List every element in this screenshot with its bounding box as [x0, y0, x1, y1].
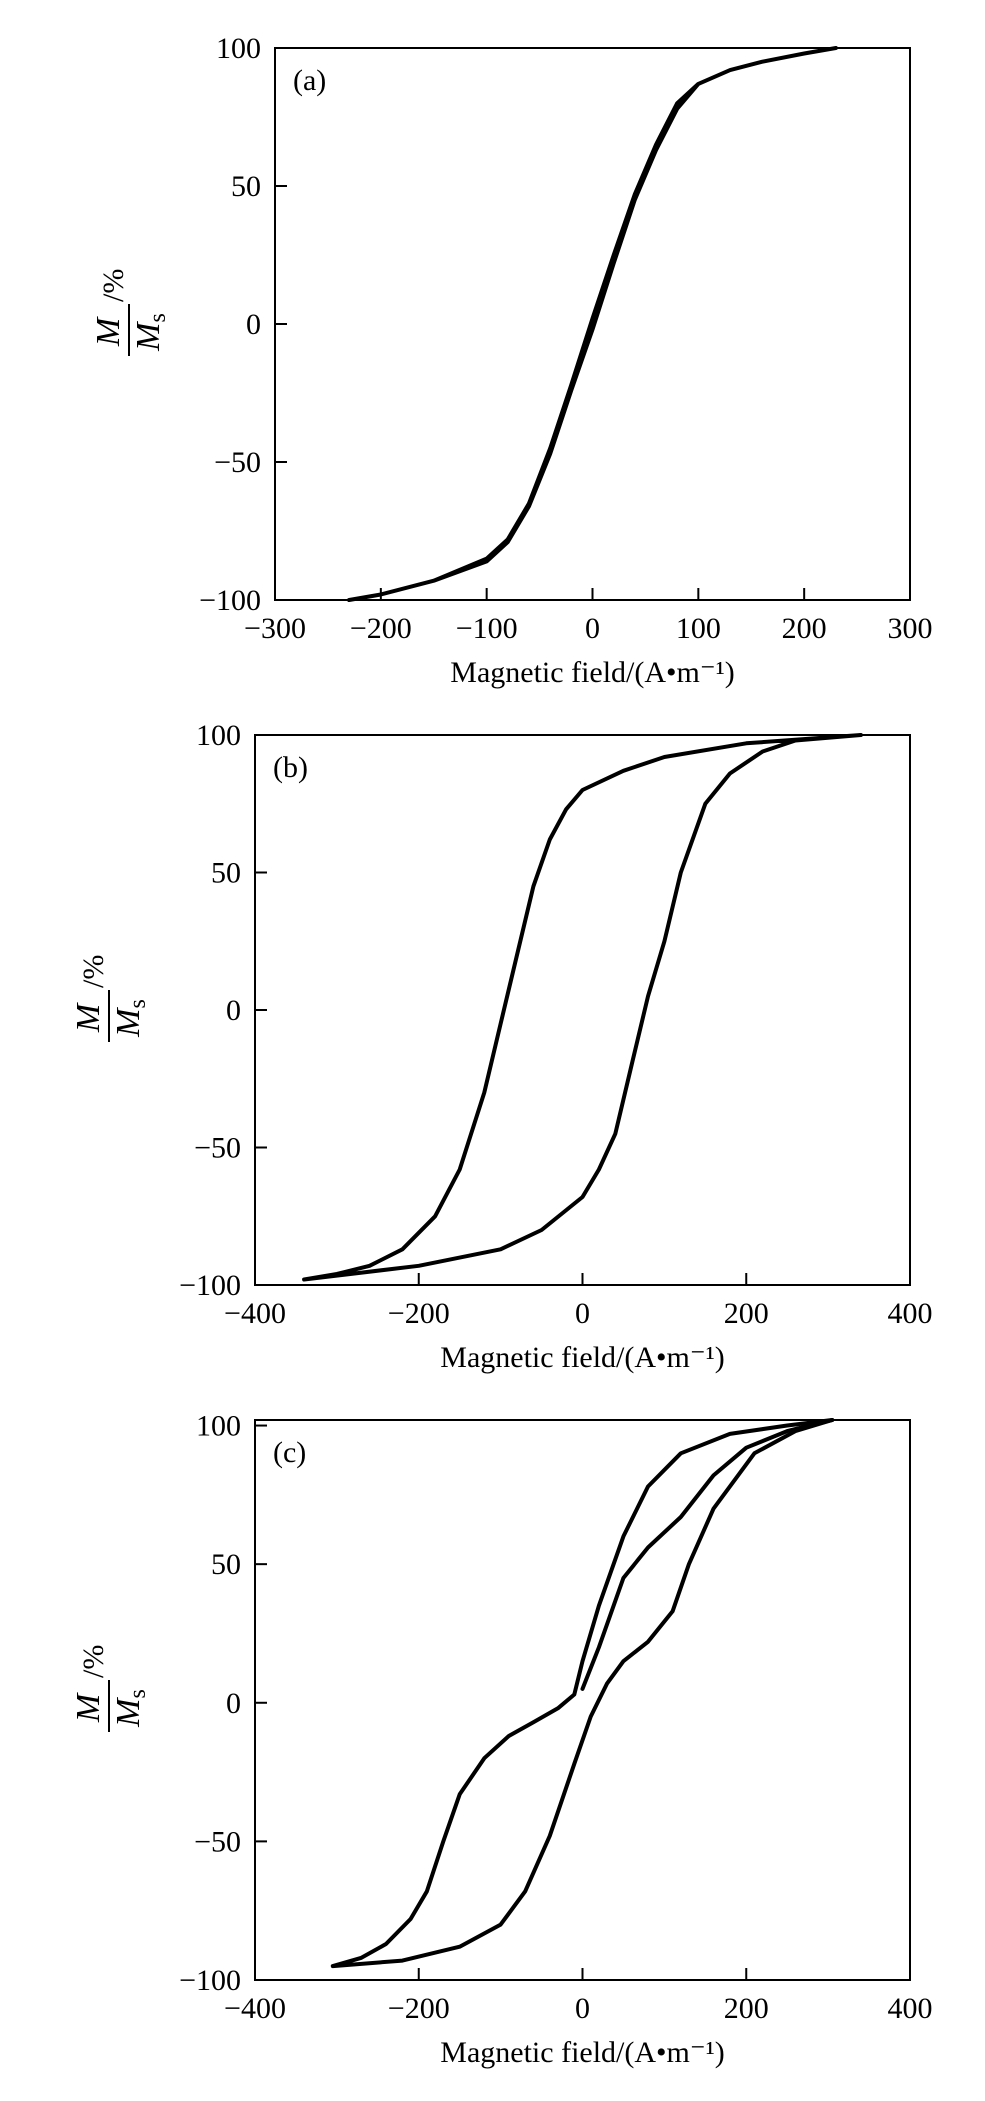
x-tick-label: −300	[244, 612, 306, 645]
x-tick-label: −200	[388, 1992, 450, 2025]
panel-label: (b)	[273, 751, 308, 784]
y-tick-label: 100	[196, 1410, 241, 1443]
x-tick-label: −400	[224, 1992, 286, 2025]
x-tick-label: 400	[888, 1992, 933, 2025]
x-tick-label: −200	[388, 1297, 450, 1330]
hysteresis-curve-0	[302, 733, 863, 1282]
x-tick-label: −200	[350, 612, 412, 645]
chart-panel-2: −400 −200 0 200 400 −100 −50 0 50 100 (c) Magnetic …	[70, 1410, 933, 2069]
x-tick-label: 0	[575, 1992, 590, 2025]
hysteresis-curve-0	[330, 1418, 835, 1969]
chart-panel-0: −300 −200 −100 0 100 200 300 −100 −50 0 50 100 (a) Ma…	[90, 32, 933, 689]
y-axis-label: M Ms/%	[90, 269, 171, 356]
y-tick-label: −50	[194, 1132, 241, 1165]
y-tick-label: 50	[211, 1548, 241, 1581]
x-tick-label: 300	[888, 612, 933, 645]
y-label-denominator: Ms	[110, 1689, 151, 1728]
x-axis-label: Magnetic field/(A•m⁻¹)	[440, 2036, 724, 2069]
x-tick-label: 200	[724, 1992, 769, 2025]
y-tick-label: 100	[216, 32, 261, 65]
y-label-numerator: M	[70, 1002, 107, 1033]
x-tick-label: 200	[724, 1297, 769, 1330]
y-label-unit: /%	[97, 269, 130, 302]
x-tick-label: −400	[224, 1297, 286, 1330]
y-tick-label: 0	[226, 1687, 241, 1720]
y-label-numerator: M	[90, 316, 127, 347]
y-tick-label: −100	[179, 1964, 241, 1997]
y-tick-label: 50	[231, 170, 261, 203]
y-axis-label: M Ms/%	[70, 955, 151, 1042]
y-tick-label: −100	[199, 584, 261, 617]
y-tick-label: 50	[211, 857, 241, 890]
panel-label: (c)	[273, 1436, 306, 1469]
y-tick-label: 100	[196, 719, 241, 752]
y-tick-label: −50	[194, 1825, 241, 1858]
x-axis-label: Magnetic field/(A•m⁻¹)	[450, 656, 734, 689]
y-tick-label: −100	[179, 1269, 241, 1302]
x-tick-label: 400	[888, 1297, 933, 1330]
plot-frame	[254, 1419, 911, 1981]
x-tick-label: 0	[585, 612, 600, 645]
hysteresis-curve-0	[347, 46, 838, 602]
y-label-unit: /%	[77, 955, 110, 988]
x-tick-label: 100	[676, 612, 721, 645]
y-axis-label: M Ms/%	[70, 1645, 151, 1732]
chart-panel-1: −400 −200 0 200 400 −100 −50 0 50 100 (b) Magnetic …	[70, 719, 933, 1374]
y-tick-label: 0	[226, 994, 241, 1027]
y-tick-label: −50	[214, 446, 261, 479]
plot-frame	[254, 734, 911, 1286]
y-label-denominator: Ms	[130, 313, 171, 352]
y-label-denominator: Ms	[110, 999, 151, 1038]
x-tick-label: 0	[575, 1297, 590, 1330]
y-tick-label: 0	[246, 308, 261, 341]
y-label-numerator: M	[70, 1692, 107, 1723]
x-axis-label: Magnetic field/(A•m⁻¹)	[440, 1341, 724, 1374]
panel-label: (a)	[293, 64, 326, 97]
hysteresis-curve-1	[580, 1418, 835, 1691]
y-label-unit: /%	[77, 1645, 110, 1678]
x-tick-label: 200	[782, 612, 827, 645]
x-tick-label: −100	[456, 612, 518, 645]
